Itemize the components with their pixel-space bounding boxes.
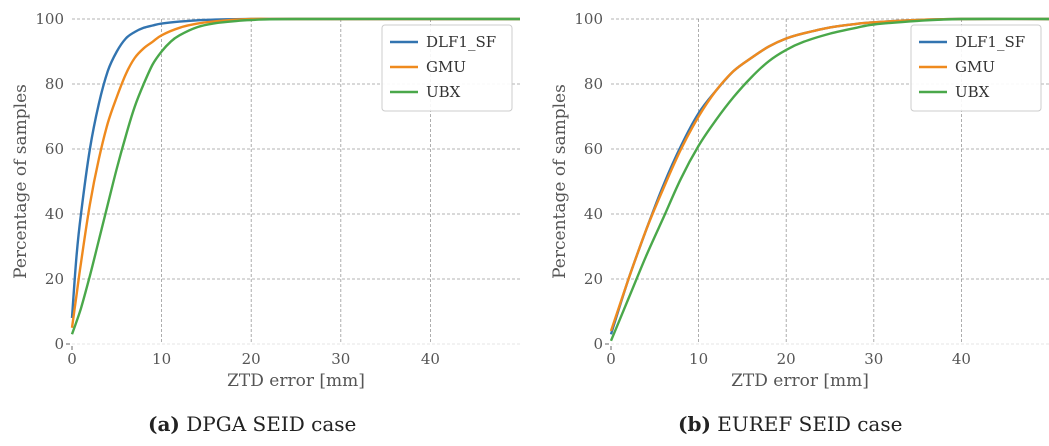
legend-label: GMU xyxy=(955,58,995,76)
x-tick-label: 40 xyxy=(421,350,440,368)
y-tick-label: 80 xyxy=(45,75,64,93)
legend-label: DLF1_SF xyxy=(955,33,1025,51)
x-axis-label: ZTD error [mm] xyxy=(227,371,365,391)
chart-0: 0 20 40 60 80 100 0 10 20 30 40 ZTD error [mm] Perce… xyxy=(11,10,521,391)
y-tick-label: 20 xyxy=(45,270,64,288)
y-tick-label: 60 xyxy=(584,140,603,158)
x-tick-label: 20 xyxy=(777,350,796,368)
y-tick-label: 40 xyxy=(45,205,64,223)
caption-b: (b) EUREF SEID case xyxy=(678,412,903,436)
legend-box xyxy=(910,24,1042,112)
series-line-ubx xyxy=(70,17,521,335)
series-line-ubx xyxy=(609,17,1049,342)
y-tick-label: 0 xyxy=(54,335,64,353)
x-tick-label: 0 xyxy=(67,350,77,368)
x-tick-label: 40 xyxy=(952,350,971,368)
y-tick-label: 20 xyxy=(584,270,603,288)
y-tick-label: 40 xyxy=(584,205,603,223)
y-tick-label: 60 xyxy=(45,140,64,158)
y-tick-label: 0 xyxy=(593,335,603,353)
x-tick-label: 0 xyxy=(606,350,616,368)
legend-label: GMU xyxy=(426,58,466,76)
y-axis-label: Percentage of samples xyxy=(11,84,31,279)
x-tick-label: 30 xyxy=(864,350,883,368)
legend-label: UBX xyxy=(426,83,461,101)
x-tick-label: 20 xyxy=(242,350,261,368)
y-tick-label: 100 xyxy=(574,10,603,28)
x-tick-label: 10 xyxy=(152,350,171,368)
y-axis-label: Percentage of samples xyxy=(550,84,570,279)
chart-1: 0 20 40 60 80 100 0 10 20 30 40 ZTD error [mm] Perce… xyxy=(550,10,1049,391)
legend-label: UBX xyxy=(955,83,990,101)
legend-label: DLF1_SF xyxy=(426,33,496,51)
x-tick-label: 30 xyxy=(331,350,350,368)
y-tick-label: 80 xyxy=(584,75,603,93)
caption-a: (a) DPGA SEID case xyxy=(148,412,357,436)
x-axis-label: ZTD error [mm] xyxy=(731,371,869,391)
legend-box xyxy=(381,24,513,112)
x-tick-label: 10 xyxy=(689,350,708,368)
y-tick-label: 100 xyxy=(35,10,64,28)
series-line-gmu xyxy=(609,17,1049,332)
